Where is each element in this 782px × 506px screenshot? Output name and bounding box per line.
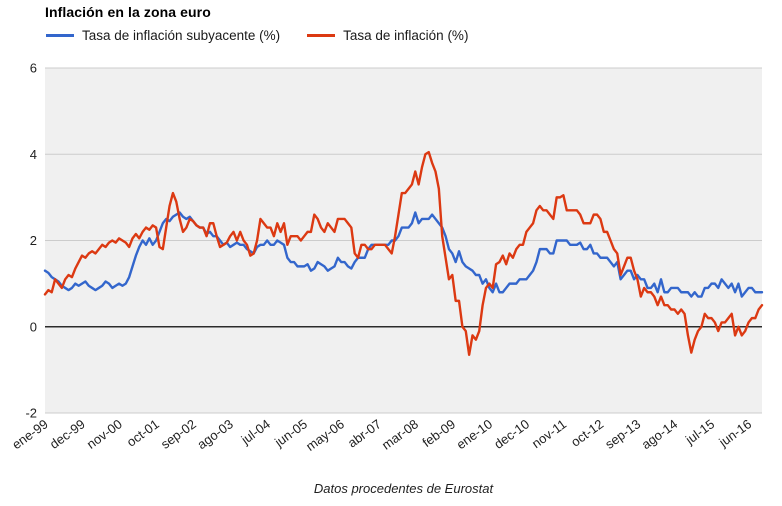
series-line-subyacente — [43, 211, 764, 298]
x-tick-label: jun-05 — [271, 416, 310, 450]
x-tick-label: sep-13 — [602, 416, 643, 451]
series-line-inflacion — [43, 150, 764, 356]
x-tick-label: ene-10 — [454, 416, 496, 452]
legend-swatch-subyacente — [46, 33, 74, 37]
y-tick-label: 4 — [30, 147, 37, 162]
x-tick-label: ene-99 — [9, 416, 51, 452]
x-tick-label: mar-08 — [379, 416, 421, 452]
x-tick-label: jul-04 — [238, 416, 273, 447]
x-tick-label: jun-16 — [715, 416, 754, 450]
y-tick-label: 6 — [30, 61, 37, 76]
chart-legend: Tasa de inflación subyacente (%) Tasa de… — [46, 27, 468, 43]
legend-swatch-inflacion — [307, 33, 336, 37]
x-tick-label: may-06 — [303, 416, 347, 454]
x-tick-label: sep-02 — [158, 416, 199, 451]
legend-item-inflacion: Tasa de inflación (%) — [307, 28, 468, 43]
inflation-chart-canvas: -20246ene-99dec-99nov-00oct-01sep-02ago-… — [9, 61, 764, 454]
x-tick-label: nov-00 — [84, 416, 125, 451]
page-title: Inflación en la zona euro — [45, 4, 211, 20]
y-tick-label: 0 — [30, 319, 37, 334]
x-tick-label: oct-01 — [124, 416, 162, 449]
x-tick-label: feb-09 — [419, 416, 458, 450]
x-tick-label: dec-99 — [47, 416, 88, 451]
x-tick-label: jul-15 — [682, 416, 717, 447]
y-tick-label: 2 — [30, 233, 37, 248]
x-tick-label: dec-10 — [491, 416, 532, 451]
line-chart: -2 0 2 4 6 ene-99 dec-99 nov-00 oct-01 sep-02 ago-… — [0, 54, 782, 478]
source-caption: Datos procedentes de Eurostat — [313, 481, 494, 496]
legend-label-subyacente: Tasa de inflación subyacente (%) — [82, 27, 281, 43]
x-tick-label: abr-07 — [345, 416, 384, 450]
legend-label-inflacion: Tasa de inflación (%) — [343, 27, 469, 43]
x-tick-label: ago-14 — [639, 416, 681, 452]
x-tick-label: oct-12 — [568, 416, 606, 449]
x-tick-label: nov-11 — [529, 416, 569, 451]
x-tick-label: ago-03 — [194, 416, 236, 452]
legend-item-subyacente: Tasa de inflación subyacente (%) — [46, 28, 280, 43]
y-tick-label: -2 — [25, 406, 37, 421]
